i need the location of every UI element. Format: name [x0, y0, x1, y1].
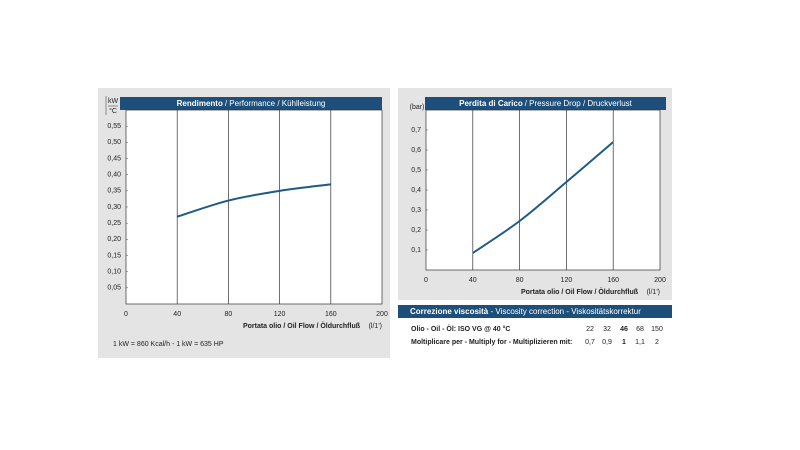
- x-tick-label: 120: [561, 277, 573, 284]
- plot-area: [426, 110, 660, 270]
- plot-area: [126, 110, 382, 304]
- x-tick-label: 120: [274, 311, 286, 318]
- table-cell: 1: [622, 339, 626, 346]
- x-tick-label: 80: [225, 311, 233, 318]
- table-cell: 0,9: [602, 339, 612, 346]
- y-tick-label: 0,45: [107, 155, 121, 162]
- data-line: [472, 141, 614, 254]
- y-tick-label: 0,55: [107, 123, 121, 130]
- x-axis-label: Portata olio / Oil Flow / Öldurchfluß: [521, 287, 639, 296]
- table-title: Correzione viscosità - Viscosity correct…: [410, 307, 641, 316]
- y-tick-label: 0,10: [107, 269, 121, 276]
- title-rest: / Performance / Kühlleistung: [225, 99, 326, 108]
- x-axis-unit: (l/1'): [647, 289, 660, 296]
- header-bar: [120, 97, 382, 110]
- x-tick-label: 40: [173, 311, 181, 318]
- x-tick-label: 200: [376, 311, 388, 318]
- y-tick-label: 0,6: [411, 147, 421, 154]
- table-cell: 68: [636, 326, 644, 333]
- y-tick-label: 0,15: [107, 252, 121, 259]
- row-label: Moltiplicare per - Multiply for - Multip…: [411, 339, 572, 346]
- y-tick-label: 0,20: [107, 236, 121, 243]
- x-tick-label: 40: [469, 277, 477, 284]
- y-tick-label: 0,7: [411, 127, 421, 134]
- note: 1 kW = 860 Kcal/h - 1 kW = 635 HP: [113, 341, 224, 348]
- x-tick-label: 160: [325, 311, 337, 318]
- y-unit: kW: [108, 98, 119, 105]
- y-tick-label: 0,5: [411, 167, 421, 174]
- table-header-bar: [398, 305, 672, 318]
- plot-frame: [425, 109, 661, 271]
- table-cell: 150: [651, 326, 663, 333]
- table-cell: 0,7: [585, 339, 595, 346]
- header-bar: [425, 97, 666, 110]
- y-unit: (bar): [410, 104, 425, 111]
- table-cell: 46: [620, 326, 628, 333]
- y-tick-label: 0,30: [107, 204, 121, 211]
- x-tick-label: 0: [124, 311, 128, 318]
- y-tick-label: 0,3: [411, 207, 421, 214]
- y-unit: °C: [109, 107, 117, 115]
- table-cell: 32: [603, 326, 611, 333]
- title-main: Rendimento: [177, 99, 223, 108]
- chart-title: Rendimento / Performance / Kühlleistung: [177, 99, 326, 108]
- table-cell: 22: [586, 326, 594, 333]
- table-cell: 2: [655, 339, 659, 346]
- x-tick-label: 80: [516, 277, 524, 284]
- x-axis-label: Portata olio / Oil Flow / Öldurchfluß: [243, 321, 361, 330]
- title-rest: / Pressure Drop / Druckverlust: [525, 99, 633, 108]
- y-tick-label: 0,25: [107, 220, 121, 227]
- y-tick-label: 0,4: [411, 187, 421, 194]
- table-title-main: Correzione viscosità: [410, 307, 489, 316]
- y-tick-label: 0,1: [411, 247, 421, 254]
- title-main: Perdita di Carico: [459, 99, 523, 108]
- x-tick-label: 0: [424, 277, 428, 284]
- y-tick-label: 0,50: [107, 139, 121, 146]
- x-tick-label: 160: [607, 277, 619, 284]
- chart-title: Perdita di Carico / Pressure Drop / Druck…: [459, 99, 632, 108]
- plot-frame: [125, 109, 383, 305]
- data-line: [176, 183, 331, 218]
- y-tick-label: 0,05: [107, 285, 121, 292]
- y-tick-label: 0,35: [107, 188, 121, 195]
- y-tick-label: 0,2: [411, 227, 421, 234]
- x-axis-unit: (l/1'): [369, 323, 382, 330]
- table-title-rest: - Viscosity correction - Viskositätskorr…: [488, 307, 641, 316]
- row-label: Olio - Oil - Öl: ISO VG @ 40 °C: [411, 324, 510, 333]
- y-tick-label: 0,40: [107, 172, 121, 179]
- table-cell: 1,1: [635, 339, 645, 346]
- x-tick-label: 200: [654, 277, 666, 284]
